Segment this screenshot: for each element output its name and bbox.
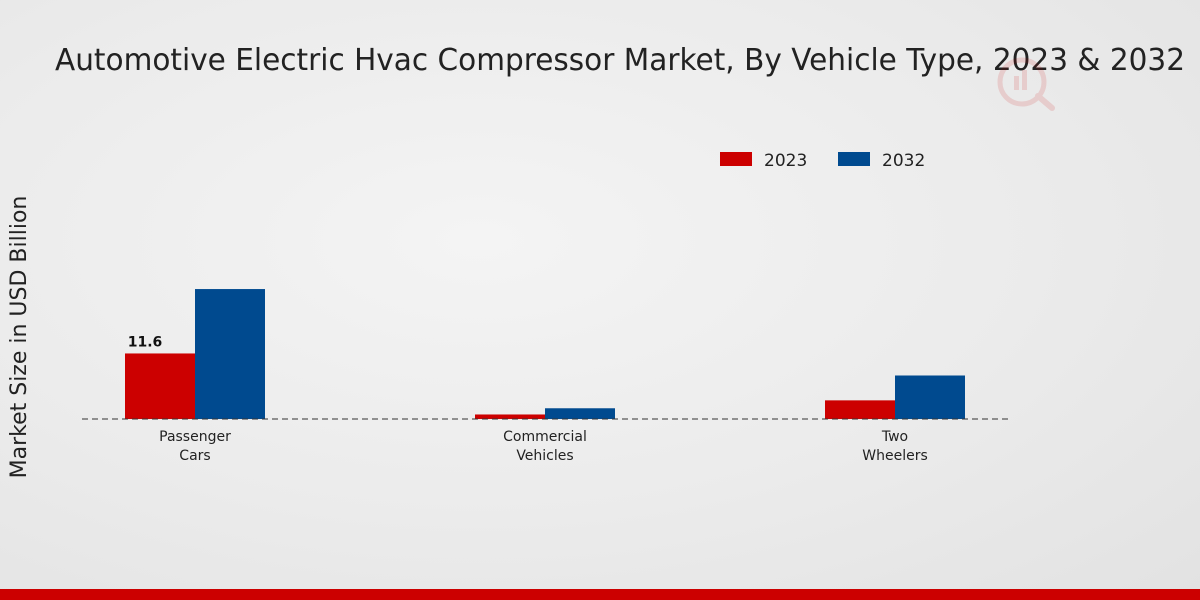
y-axis-label: Market Size in USD Billion	[7, 196, 32, 479]
footer-bar	[0, 589, 1200, 600]
legend-swatch	[720, 152, 752, 166]
legend-item-2023: 2023	[720, 151, 807, 171]
legend-label: 2032	[882, 151, 925, 171]
bar-2032-1	[545, 408, 615, 419]
chart-title: Automotive Electric Hvac Compressor Mark…	[55, 43, 1185, 78]
data-label: 11.6	[128, 334, 163, 350]
bar-2023-2	[825, 400, 895, 419]
x-tick-label: Two	[881, 429, 908, 445]
data-labels: 11.6	[128, 334, 163, 350]
bar-2023-0	[125, 353, 195, 419]
legend-swatch	[838, 152, 870, 166]
bar-2032-2	[895, 375, 965, 419]
x-tick-label: Wheelers	[862, 448, 928, 464]
x-axis-tick-labels: Passenger Cars Commercial Vehicles Two Wheele…	[159, 429, 928, 464]
x-tick-label: Commercial	[503, 429, 587, 445]
watermark-logo-icon	[992, 52, 1072, 112]
legend: 2023 2032	[720, 151, 925, 171]
bar-2032-0	[195, 289, 265, 419]
legend-item-2032: 2032	[838, 151, 925, 171]
x-tick-label: Cars	[179, 448, 210, 464]
x-tick-label: Passenger	[159, 429, 231, 445]
x-tick-label: Vehicles	[516, 448, 573, 464]
legend-label: 2023	[764, 151, 807, 171]
bars	[125, 289, 965, 419]
bar-2023-1	[475, 414, 545, 419]
